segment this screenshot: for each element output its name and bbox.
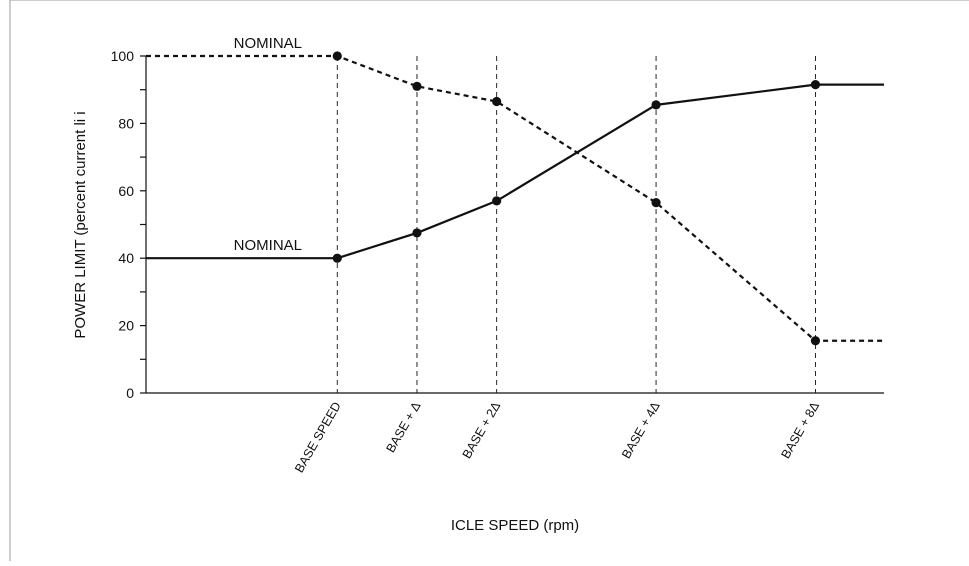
x-category-label: BASE SPEED [292, 400, 344, 476]
data-point [810, 80, 821, 90]
y-tick-label: 40 [118, 250, 134, 266]
series-line-solid [146, 83, 884, 260]
y-axis-title: POWER LIMIT (percent current li i [72, 111, 89, 338]
axis-layer: 0 20 40 60 80 100 [111, 48, 884, 401]
data-point [412, 81, 422, 91]
data-point [332, 51, 342, 61]
x-axis-title: ICLE SPEED (rpm) [451, 517, 579, 534]
series-layer [146, 51, 884, 346]
nominal-annotation: NOMINAL [234, 35, 302, 52]
data-point [492, 96, 502, 107]
grid-layer [336, 56, 816, 393]
data-point [492, 196, 502, 206]
data-point [810, 336, 821, 346]
data-point [412, 228, 422, 238]
data-point [651, 100, 661, 110]
nominal-annotation: NOMINAL [234, 237, 302, 254]
y-tick-label: 0 [126, 385, 134, 401]
y-tick-label: 20 [118, 318, 134, 334]
x-category-label: BASE + 2Δ [460, 400, 504, 461]
x-category-label: BASE + 8Δ [778, 400, 822, 461]
x-category-label: BASE + Δ [383, 400, 423, 455]
y-tick-label: 100 [111, 48, 135, 64]
label-layer: BASE SPEED BASE + Δ BASE + 2Δ BASE + 4Δ BASE… [234, 35, 822, 475]
data-point [332, 253, 342, 263]
data-point [651, 197, 661, 208]
x-category-label: BASE + 4Δ [619, 400, 663, 461]
series-line-dashed [146, 54, 884, 342]
y-tick-label: 80 [118, 115, 134, 131]
y-tick-label: 60 [118, 183, 134, 199]
